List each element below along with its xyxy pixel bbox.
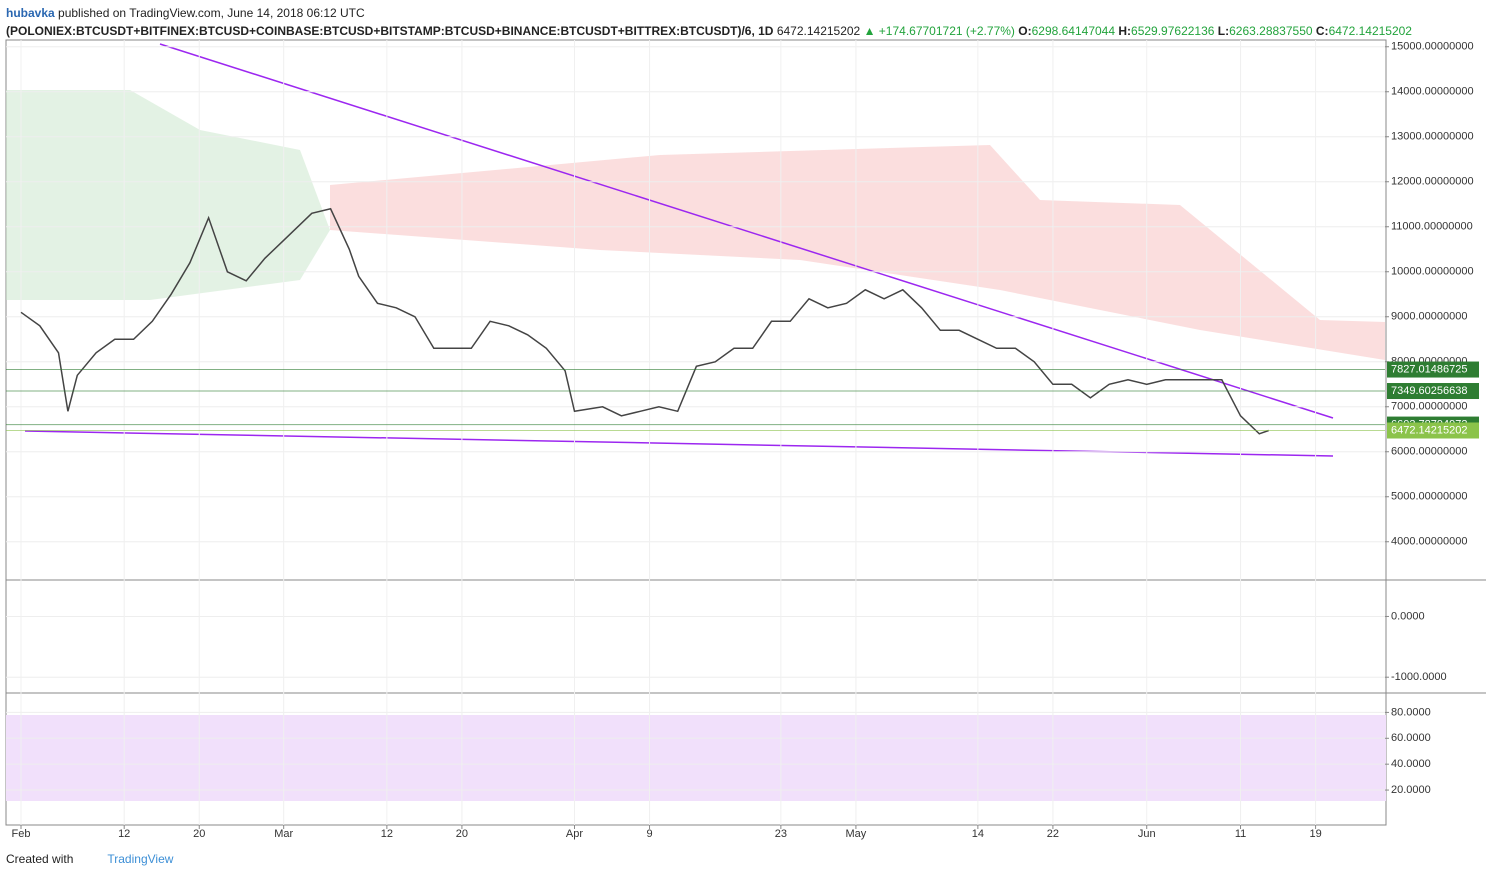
h-label: H: (1118, 24, 1132, 38)
close: 6472.14215202 (1328, 24, 1412, 38)
y-tick-label: 6000.00000000 (1391, 446, 1467, 458)
price-tag (1387, 383, 1479, 400)
cloud (6, 90, 330, 300)
symbol-line: (POLONIEX:BTCUSDT+BITFINEX:BTCUSD+COINBA… (6, 22, 1412, 40)
x-tick-label: 12 (381, 828, 393, 840)
x-tick-label: Feb (12, 828, 31, 840)
x-tick-label: 22 (1047, 828, 1059, 840)
created: Created with (6, 852, 74, 866)
y-tick-label: 20.0000 (1391, 784, 1431, 796)
y-tick-label: 11000.00000000 (1391, 221, 1473, 233)
price-tag (1387, 422, 1479, 439)
y-tick-label: 0.0000 (1391, 610, 1425, 622)
x-tick-label: Mar (274, 828, 293, 840)
change: ▲ +174.67701721 (+2.77%) (863, 24, 1015, 38)
y-tick-label: 10000.00000000 (1391, 266, 1474, 278)
y-tick-label: -1000.0000 (1391, 671, 1447, 683)
price-line (20, 207, 1269, 435)
y-tick-label: 9000.00000000 (1391, 311, 1467, 323)
header: hubavka published on TradingView.com, Ju… (6, 4, 1412, 40)
x-tick-label: 20 (193, 828, 205, 840)
l-label: L: (1217, 24, 1230, 38)
price-tag-label: 7827.01486725 (1391, 363, 1467, 375)
x-tick-label: May (846, 828, 867, 840)
publish-line: hubavka published on TradingView.com, Ju… (6, 4, 1412, 22)
cloud (330, 145, 1385, 360)
published: published on TradingView.com, June 14, 2… (58, 6, 365, 20)
x-tick-label: 12 (118, 828, 130, 840)
y-tick-label: 4000.00000000 (1391, 536, 1467, 548)
price-tag-label: 6472.14215202 (1391, 424, 1467, 436)
y-tick-label: 80.0000 (1391, 706, 1431, 718)
x-tick-label: 9 (646, 828, 652, 840)
y-tick-label: 15000.00000000 (1391, 41, 1474, 53)
x-tick-label: Apr (566, 828, 583, 840)
open: 6298.64147044 (1031, 24, 1116, 38)
y-tick-label: 60.0000 (1391, 732, 1431, 744)
price-tag-label: 7349.60256638 (1391, 385, 1467, 397)
footer: Created with TradingView (6, 852, 173, 866)
c-label: C: (1315, 24, 1329, 38)
y-tick-label: 13000.00000000 (1391, 131, 1474, 143)
y-tick-label: 14000.00000000 (1391, 86, 1474, 98)
trendline (159, 43, 1334, 419)
x-tick-label: 19 (1309, 828, 1321, 840)
frame (5, 39, 1387, 826)
x-tick-label: 14 (972, 828, 984, 840)
y-tick-label: 5000.00000000 (1391, 491, 1467, 503)
last: 6472.14215202 (776, 24, 861, 38)
y-tick-label: 7000.00000000 (1391, 401, 1467, 413)
brand[interactable]: TradingView (107, 852, 174, 866)
y-tick-label: 12000.00000000 (1391, 176, 1474, 188)
high: 6529.97622136 (1131, 24, 1215, 38)
y-tick-label: 40.0000 (1391, 758, 1431, 770)
x-tick-label: 20 (456, 828, 468, 840)
symbol: (POLONIEX:BTCUSDT+BITFINEX:BTCUSD+COINBA… (6, 24, 774, 38)
x-tick-label: 23 (775, 828, 787, 840)
x-tick-label: 11 (1235, 828, 1246, 840)
rsi-band (6, 715, 1386, 801)
x-tick-label: Jun (1138, 828, 1156, 840)
o-label: O: (1018, 24, 1032, 38)
price-tag (1387, 361, 1479, 378)
user[interactable]: hubavka (6, 6, 55, 20)
low: 6263.28837550 (1229, 24, 1313, 38)
